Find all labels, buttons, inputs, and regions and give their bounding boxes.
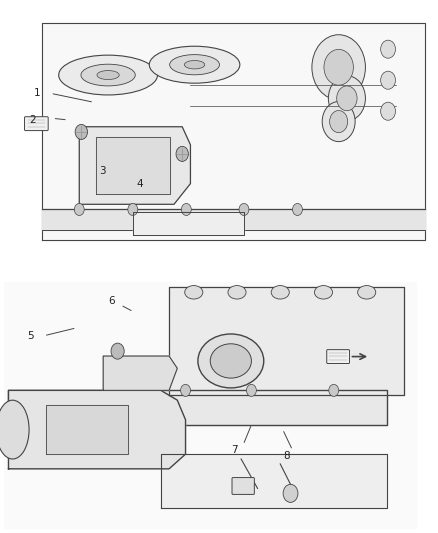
Circle shape <box>324 50 353 85</box>
Circle shape <box>381 102 396 120</box>
Ellipse shape <box>185 286 203 299</box>
Ellipse shape <box>184 61 205 69</box>
Circle shape <box>381 71 396 89</box>
Text: 3: 3 <box>99 166 106 175</box>
Polygon shape <box>79 127 191 204</box>
Circle shape <box>181 204 191 215</box>
Ellipse shape <box>198 334 264 388</box>
Circle shape <box>337 86 357 111</box>
Polygon shape <box>4 282 416 528</box>
Circle shape <box>381 40 396 58</box>
Circle shape <box>247 384 256 397</box>
Polygon shape <box>161 454 387 508</box>
FancyBboxPatch shape <box>327 350 350 364</box>
Circle shape <box>239 204 249 215</box>
Circle shape <box>75 124 88 140</box>
Polygon shape <box>8 390 387 425</box>
Ellipse shape <box>210 344 251 378</box>
FancyBboxPatch shape <box>25 117 48 131</box>
Circle shape <box>74 204 84 215</box>
Circle shape <box>330 110 348 133</box>
Circle shape <box>322 101 355 142</box>
Text: 7: 7 <box>231 446 238 455</box>
Circle shape <box>312 35 365 100</box>
Ellipse shape <box>228 286 246 299</box>
Ellipse shape <box>358 286 376 299</box>
Ellipse shape <box>81 64 135 86</box>
Polygon shape <box>8 390 186 469</box>
Circle shape <box>180 384 191 397</box>
Text: 5: 5 <box>27 331 34 341</box>
Circle shape <box>111 343 124 359</box>
Polygon shape <box>42 209 425 230</box>
Polygon shape <box>169 287 404 395</box>
Ellipse shape <box>314 286 332 299</box>
Ellipse shape <box>149 46 240 83</box>
Circle shape <box>328 76 365 121</box>
Polygon shape <box>133 212 244 236</box>
Text: 1: 1 <box>34 88 41 98</box>
Text: 8: 8 <box>283 451 290 461</box>
Text: 4: 4 <box>137 179 144 189</box>
Circle shape <box>293 204 302 215</box>
Ellipse shape <box>170 54 219 75</box>
Circle shape <box>176 147 188 161</box>
Ellipse shape <box>271 286 289 299</box>
Ellipse shape <box>97 70 119 79</box>
Ellipse shape <box>0 400 29 459</box>
Circle shape <box>128 204 138 215</box>
Circle shape <box>283 484 298 503</box>
Text: 6: 6 <box>108 296 115 306</box>
Polygon shape <box>96 137 170 194</box>
FancyBboxPatch shape <box>232 478 254 495</box>
Polygon shape <box>42 23 425 240</box>
Ellipse shape <box>59 55 158 95</box>
Circle shape <box>329 384 339 397</box>
Text: 2: 2 <box>29 115 36 125</box>
Polygon shape <box>46 405 128 454</box>
Polygon shape <box>103 356 177 390</box>
